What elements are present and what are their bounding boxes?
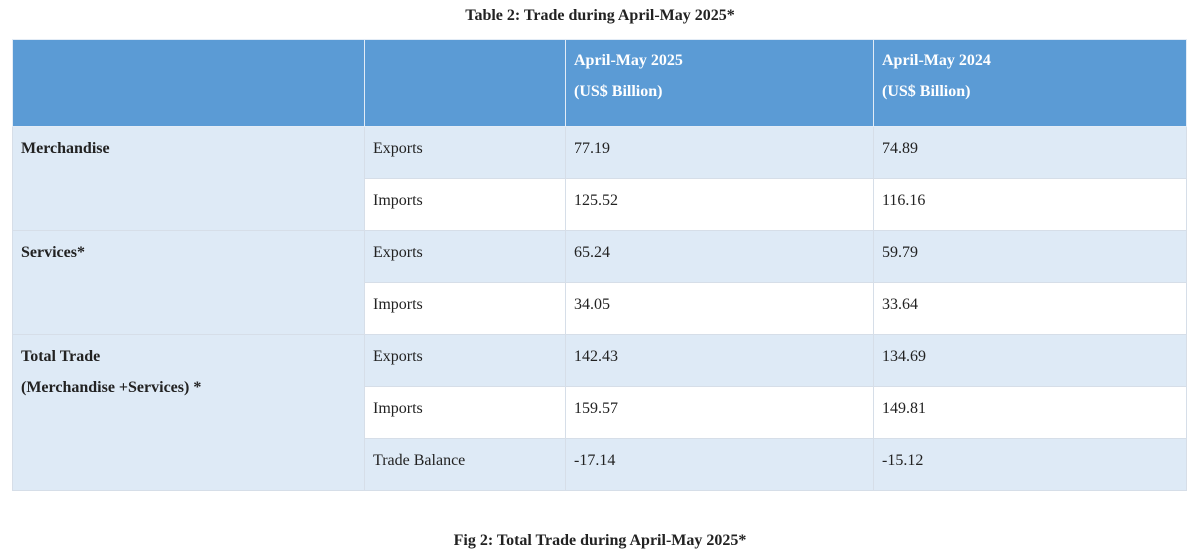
value-2025: 125.52: [565, 178, 874, 231]
trade-table: April-May 2025 (US$ Billion) April-May 2…: [12, 39, 1187, 491]
header-period-2025: April-May 2025: [574, 52, 683, 69]
row-type: Exports: [364, 334, 566, 387]
table-row: Merchandise Exports 77.19 74.89: [12, 126, 1187, 231]
table-row: Total Trade (Merchandise +Services) * Ex…: [12, 334, 1187, 491]
table-row: Imports 34.05 33.64: [13, 282, 1187, 335]
value-2024: 149.81: [873, 386, 1187, 439]
row-type: Trade Balance: [364, 438, 566, 491]
value-2025: 159.57: [565, 386, 874, 439]
row-type: Imports: [364, 178, 566, 231]
value-2024: 59.79: [873, 230, 1187, 283]
header-cell-april-may-2025: April-May 2025 (US$ Billion): [565, 39, 874, 127]
table-row: Imports 125.52 116.16: [13, 178, 1187, 231]
header-period-2024: April-May 2024: [882, 52, 991, 69]
value-2025: -17.14: [565, 438, 874, 491]
value-2024: 134.69: [873, 334, 1187, 387]
row-type: Exports: [364, 126, 566, 179]
value-2024: -15.12: [873, 438, 1187, 491]
table-row: Services* Exports 65.24 59.79: [12, 230, 1187, 335]
value-2025: 34.05: [565, 282, 874, 335]
table-row: Imports 159.57 149.81: [13, 386, 1187, 439]
value-2024: 116.16: [873, 178, 1187, 231]
row-type: Imports: [364, 386, 566, 439]
header-unit-2025: (US$ Billion): [574, 83, 663, 100]
header-unit-2024: (US$ Billion): [882, 83, 971, 100]
header-cell-april-may-2024: April-May 2024 (US$ Billion): [873, 39, 1187, 127]
table-row: Trade Balance -17.14 -15.12: [13, 438, 1187, 491]
group-label-services: Services*: [12, 230, 365, 335]
header-cell-type: [364, 39, 566, 127]
value-2025: 65.24: [565, 230, 874, 283]
group-label-total-line2: (Merchandise +Services) *: [21, 379, 202, 396]
row-type: Exports: [364, 230, 566, 283]
group-label-total-trade: Total Trade (Merchandise +Services) *: [12, 334, 365, 491]
value-2025: 77.19: [565, 126, 874, 179]
table-header-row: April-May 2025 (US$ Billion) April-May 2…: [12, 39, 1187, 127]
group-label-merchandise: Merchandise: [12, 126, 365, 231]
figure-caption: Fig 2: Total Trade during April-May 2025…: [453, 532, 747, 549]
row-type: Imports: [364, 282, 566, 335]
group-label-total-line1: Total Trade: [21, 348, 101, 365]
value-2024: 33.64: [873, 282, 1187, 335]
table-caption: Table 2: Trade during April-May 2025*: [465, 7, 735, 24]
value-2025: 142.43: [565, 334, 874, 387]
header-cell-category: [12, 39, 365, 127]
value-2024: 74.89: [873, 126, 1187, 179]
